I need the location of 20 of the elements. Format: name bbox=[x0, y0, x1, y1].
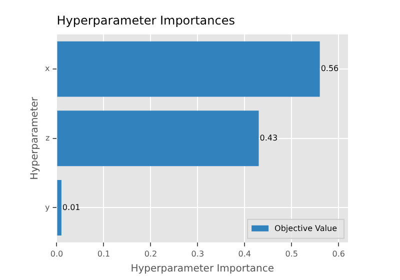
x-tick-label: 0.2 bbox=[144, 249, 158, 258]
bar bbox=[57, 41, 320, 97]
bar bbox=[57, 180, 62, 236]
x-tick-label: 0.4 bbox=[238, 249, 252, 258]
y-tick-label: z bbox=[46, 133, 50, 142]
x-tick-label: 0.5 bbox=[285, 249, 298, 258]
y-tick-label: y bbox=[45, 202, 50, 212]
data-label: 0.56 bbox=[320, 64, 339, 74]
data-label: 0.01 bbox=[62, 202, 80, 212]
y-tick-label: x bbox=[45, 64, 50, 74]
x-tick-label: 0.6 bbox=[332, 249, 345, 258]
x-axis-title: Hyperparameter Importance bbox=[130, 264, 274, 275]
y-axis-title: Hyperparameter bbox=[30, 96, 41, 180]
x-tick-label: 0.1 bbox=[97, 249, 110, 258]
legend-label: Objective Value bbox=[274, 224, 338, 233]
x-tick-label: 0.0 bbox=[50, 249, 64, 258]
chart-title: Hyperparameter Importances bbox=[56, 13, 235, 28]
data-label: 0.43 bbox=[260, 133, 278, 142]
x-tick-label: 0.3 bbox=[191, 249, 204, 258]
bar bbox=[57, 110, 259, 166]
